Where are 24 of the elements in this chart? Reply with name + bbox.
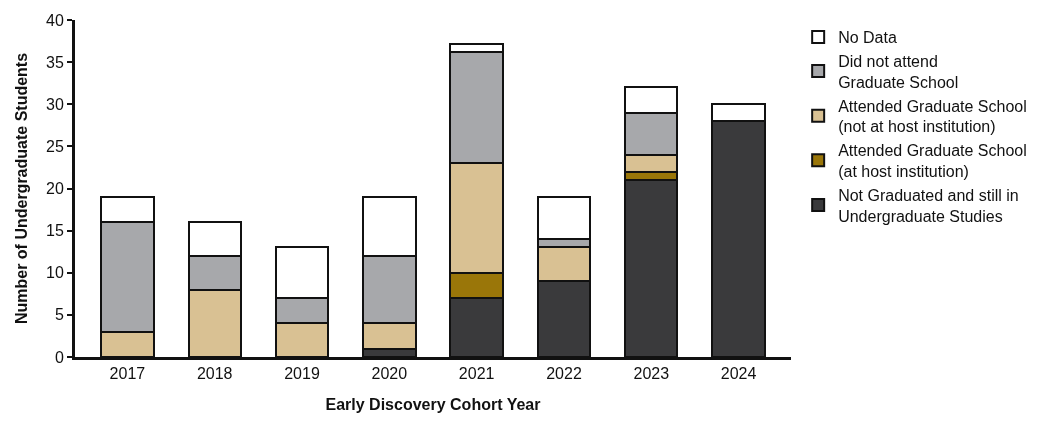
x-tick-label: 2018 [196, 365, 233, 383]
x-tick-label: 2023 [633, 365, 670, 383]
y-axis-title: Number of Undergraduate Students [12, 52, 30, 325]
legend-label: Did not attend Graduate School [838, 52, 959, 91]
y-tick-label: 10 [46, 264, 64, 282]
y-tick-label: 20 [46, 180, 64, 198]
y-tick-label: 35 [46, 53, 64, 71]
y-tick-label: 25 [46, 137, 64, 155]
x-tick-label: 2020 [371, 365, 408, 383]
x-tick-label: 2021 [458, 365, 495, 383]
x-tick-label: 2019 [284, 365, 320, 383]
x-tick-label: 2024 [720, 365, 757, 383]
legend-label: Attended Graduate School (not at host institution) [838, 97, 1027, 136]
y-tick-label: 40 [46, 11, 64, 29]
x-tick-label: 2022 [546, 365, 582, 383]
y-tick-label: 5 [54, 306, 64, 324]
x-tick-label: 2017 [109, 365, 146, 383]
legend-label: No Data [838, 29, 897, 47]
y-tick-label: 15 [46, 222, 64, 240]
legend-label: Attended Graduate School (at host institution) [838, 142, 1027, 180]
y-tick-label: 0 [54, 348, 64, 366]
x-axis-title: Early Discovery Cohort Year [325, 395, 541, 413]
legend-label: Not Graduated and still in Undergraduate Studies [838, 186, 1019, 225]
y-tick-label: 30 [46, 95, 64, 113]
